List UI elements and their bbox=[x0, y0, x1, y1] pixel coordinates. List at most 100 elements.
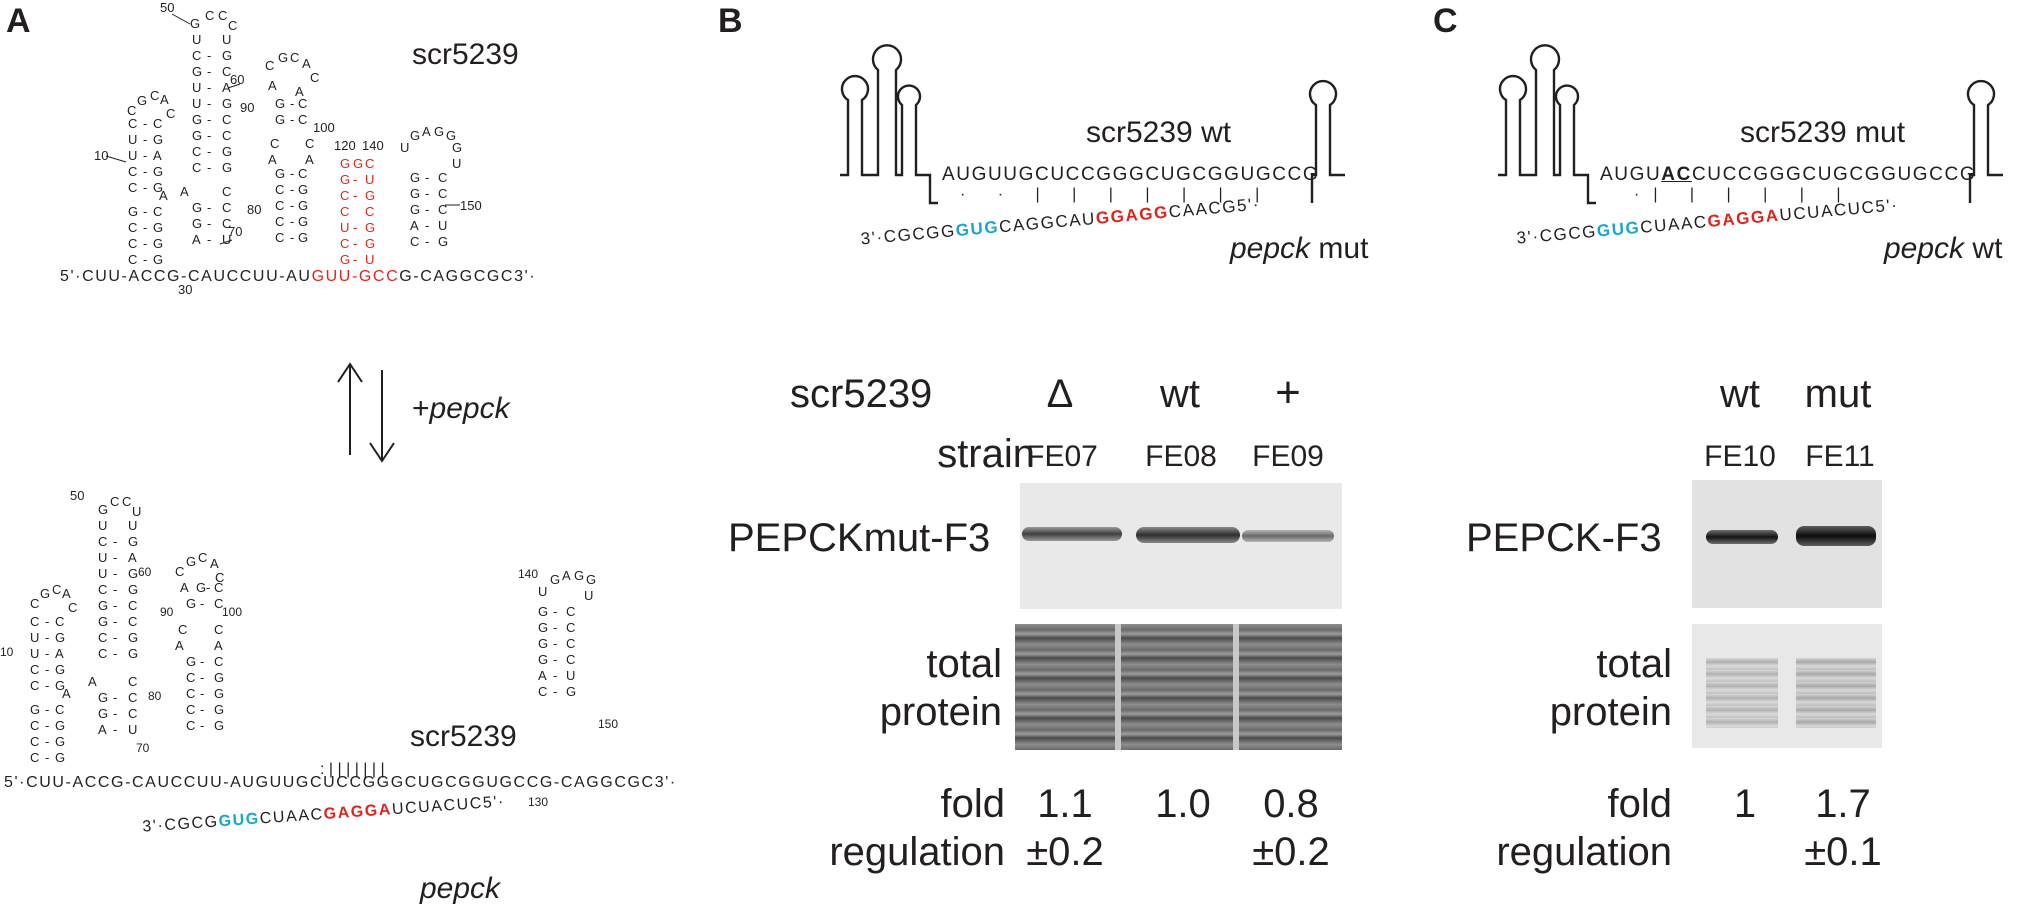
svg-text:G: G bbox=[222, 48, 232, 63]
svg-text:C: C bbox=[186, 702, 195, 717]
svg-text:U: U bbox=[584, 588, 593, 603]
svg-text:A: A bbox=[268, 78, 277, 93]
panel-a-bottom-srna-label: scr5239 bbox=[410, 720, 517, 753]
panel-c-blot-label: PEPCK-F3 bbox=[1466, 516, 1662, 560]
svg-text:60: 60 bbox=[138, 565, 152, 579]
svg-text:G: G bbox=[298, 198, 308, 213]
svg-text:-: - bbox=[425, 186, 429, 201]
svg-text:C: C bbox=[98, 582, 107, 597]
svg-text:G: G bbox=[410, 170, 420, 185]
panel-b-blot-label: PEPCKmut-F3 bbox=[728, 516, 991, 560]
svg-text:-: - bbox=[207, 128, 211, 143]
svg-text:-: - bbox=[553, 604, 557, 619]
svg-text:150: 150 bbox=[460, 198, 482, 213]
svg-text:C: C bbox=[365, 204, 374, 219]
svg-text:120: 120 bbox=[334, 138, 356, 153]
svg-text:C: C bbox=[340, 188, 349, 203]
svg-text:G: G bbox=[275, 166, 285, 181]
svg-text:-: - bbox=[553, 668, 557, 683]
svg-text:C: C bbox=[186, 718, 195, 733]
svg-text:-: - bbox=[113, 690, 117, 705]
svg-text:-: - bbox=[290, 112, 294, 127]
svg-text:-: - bbox=[143, 148, 147, 163]
svg-text:-: - bbox=[425, 234, 429, 249]
svg-text:U: U bbox=[340, 220, 349, 235]
svg-text:G: G bbox=[55, 630, 65, 645]
svg-text:G: G bbox=[353, 156, 363, 171]
svg-text:C: C bbox=[98, 534, 107, 549]
svg-text:C: C bbox=[128, 116, 137, 131]
panel-c-condition: mut bbox=[1804, 372, 1872, 416]
svg-text:-: - bbox=[45, 734, 49, 749]
svg-text:-: - bbox=[113, 722, 117, 737]
svg-text:C: C bbox=[30, 718, 39, 733]
svg-text:G: G bbox=[340, 156, 350, 171]
svg-text:A: A bbox=[192, 232, 201, 247]
svg-text:C: C bbox=[192, 48, 201, 63]
panel-b-condition: Δ bbox=[1046, 372, 1074, 416]
svg-text:G: G bbox=[137, 93, 147, 108]
svg-text:U: U bbox=[222, 32, 231, 47]
svg-text:C: C bbox=[290, 50, 299, 65]
svg-text:C: C bbox=[175, 564, 184, 579]
svg-text:C: C bbox=[310, 70, 319, 85]
svg-text:-: - bbox=[207, 232, 211, 247]
svg-text:-: - bbox=[143, 164, 147, 179]
svg-text:-: - bbox=[200, 718, 204, 733]
panel-b-construct-label: scr5239 wt bbox=[1086, 116, 1232, 149]
svg-text:C: C bbox=[128, 236, 137, 251]
svg-text:G: G bbox=[192, 64, 202, 79]
svg-text:C: C bbox=[150, 88, 159, 103]
panel-b-row-label-strain: strain bbox=[937, 432, 1035, 476]
svg-text:C: C bbox=[30, 596, 39, 611]
svg-text:-: - bbox=[143, 220, 147, 235]
svg-text:-: - bbox=[553, 652, 557, 667]
svg-text:A: A bbox=[305, 152, 314, 167]
svg-text:-: - bbox=[207, 200, 211, 215]
svg-text:C: C bbox=[110, 494, 119, 509]
svg-text:A: A bbox=[538, 668, 547, 683]
svg-text:C: C bbox=[30, 614, 39, 629]
svg-text:U: U bbox=[128, 722, 137, 737]
svg-text:U: U bbox=[438, 218, 447, 233]
svg-text:C: C bbox=[566, 652, 575, 667]
svg-text:-: - bbox=[207, 64, 211, 79]
svg-text:C: C bbox=[222, 216, 231, 231]
svg-text:U: U bbox=[30, 646, 39, 661]
svg-text:G: G bbox=[434, 124, 444, 139]
svg-text:G: G bbox=[365, 236, 375, 251]
svg-text:C: C bbox=[98, 630, 107, 645]
svg-text:G: G bbox=[153, 220, 163, 235]
svg-text:A: A bbox=[98, 722, 107, 737]
svg-text:70: 70 bbox=[228, 224, 242, 239]
svg-text:A: A bbox=[302, 56, 311, 71]
svg-text:C: C bbox=[186, 686, 195, 701]
panel-b-pairing-marks: · · | | | | | | | bbox=[960, 186, 1274, 203]
panel-c-construct-label: scr5239 mut bbox=[1740, 116, 1906, 149]
svg-text:G: G bbox=[340, 172, 350, 187]
svg-text:-: - bbox=[207, 96, 211, 111]
svg-text:G: G bbox=[340, 252, 350, 267]
svg-text:G: G bbox=[278, 50, 288, 65]
svg-text:C: C bbox=[275, 214, 284, 229]
svg-text:-: - bbox=[353, 188, 357, 203]
svg-text:G: G bbox=[190, 16, 200, 31]
svg-text:C: C bbox=[192, 144, 201, 159]
svg-text:G: G bbox=[586, 572, 596, 587]
svg-text:G: G bbox=[538, 636, 548, 651]
svg-text:C: C bbox=[222, 200, 231, 215]
svg-text:G: G bbox=[298, 230, 308, 245]
svg-text:C: C bbox=[98, 646, 107, 661]
svg-text:G: G bbox=[128, 534, 138, 549]
svg-text:-: - bbox=[353, 252, 357, 267]
svg-text:C: C bbox=[222, 128, 231, 143]
svg-text:C: C bbox=[55, 614, 64, 629]
svg-text:60: 60 bbox=[230, 72, 244, 87]
svg-text:C: C bbox=[30, 750, 39, 765]
svg-text:C: C bbox=[122, 494, 131, 509]
svg-text:A: A bbox=[153, 148, 162, 163]
svg-text:C: C bbox=[214, 654, 223, 669]
svg-text:-: - bbox=[425, 218, 429, 233]
svg-text:G: G bbox=[298, 182, 308, 197]
svg-text:G: G bbox=[153, 180, 163, 195]
